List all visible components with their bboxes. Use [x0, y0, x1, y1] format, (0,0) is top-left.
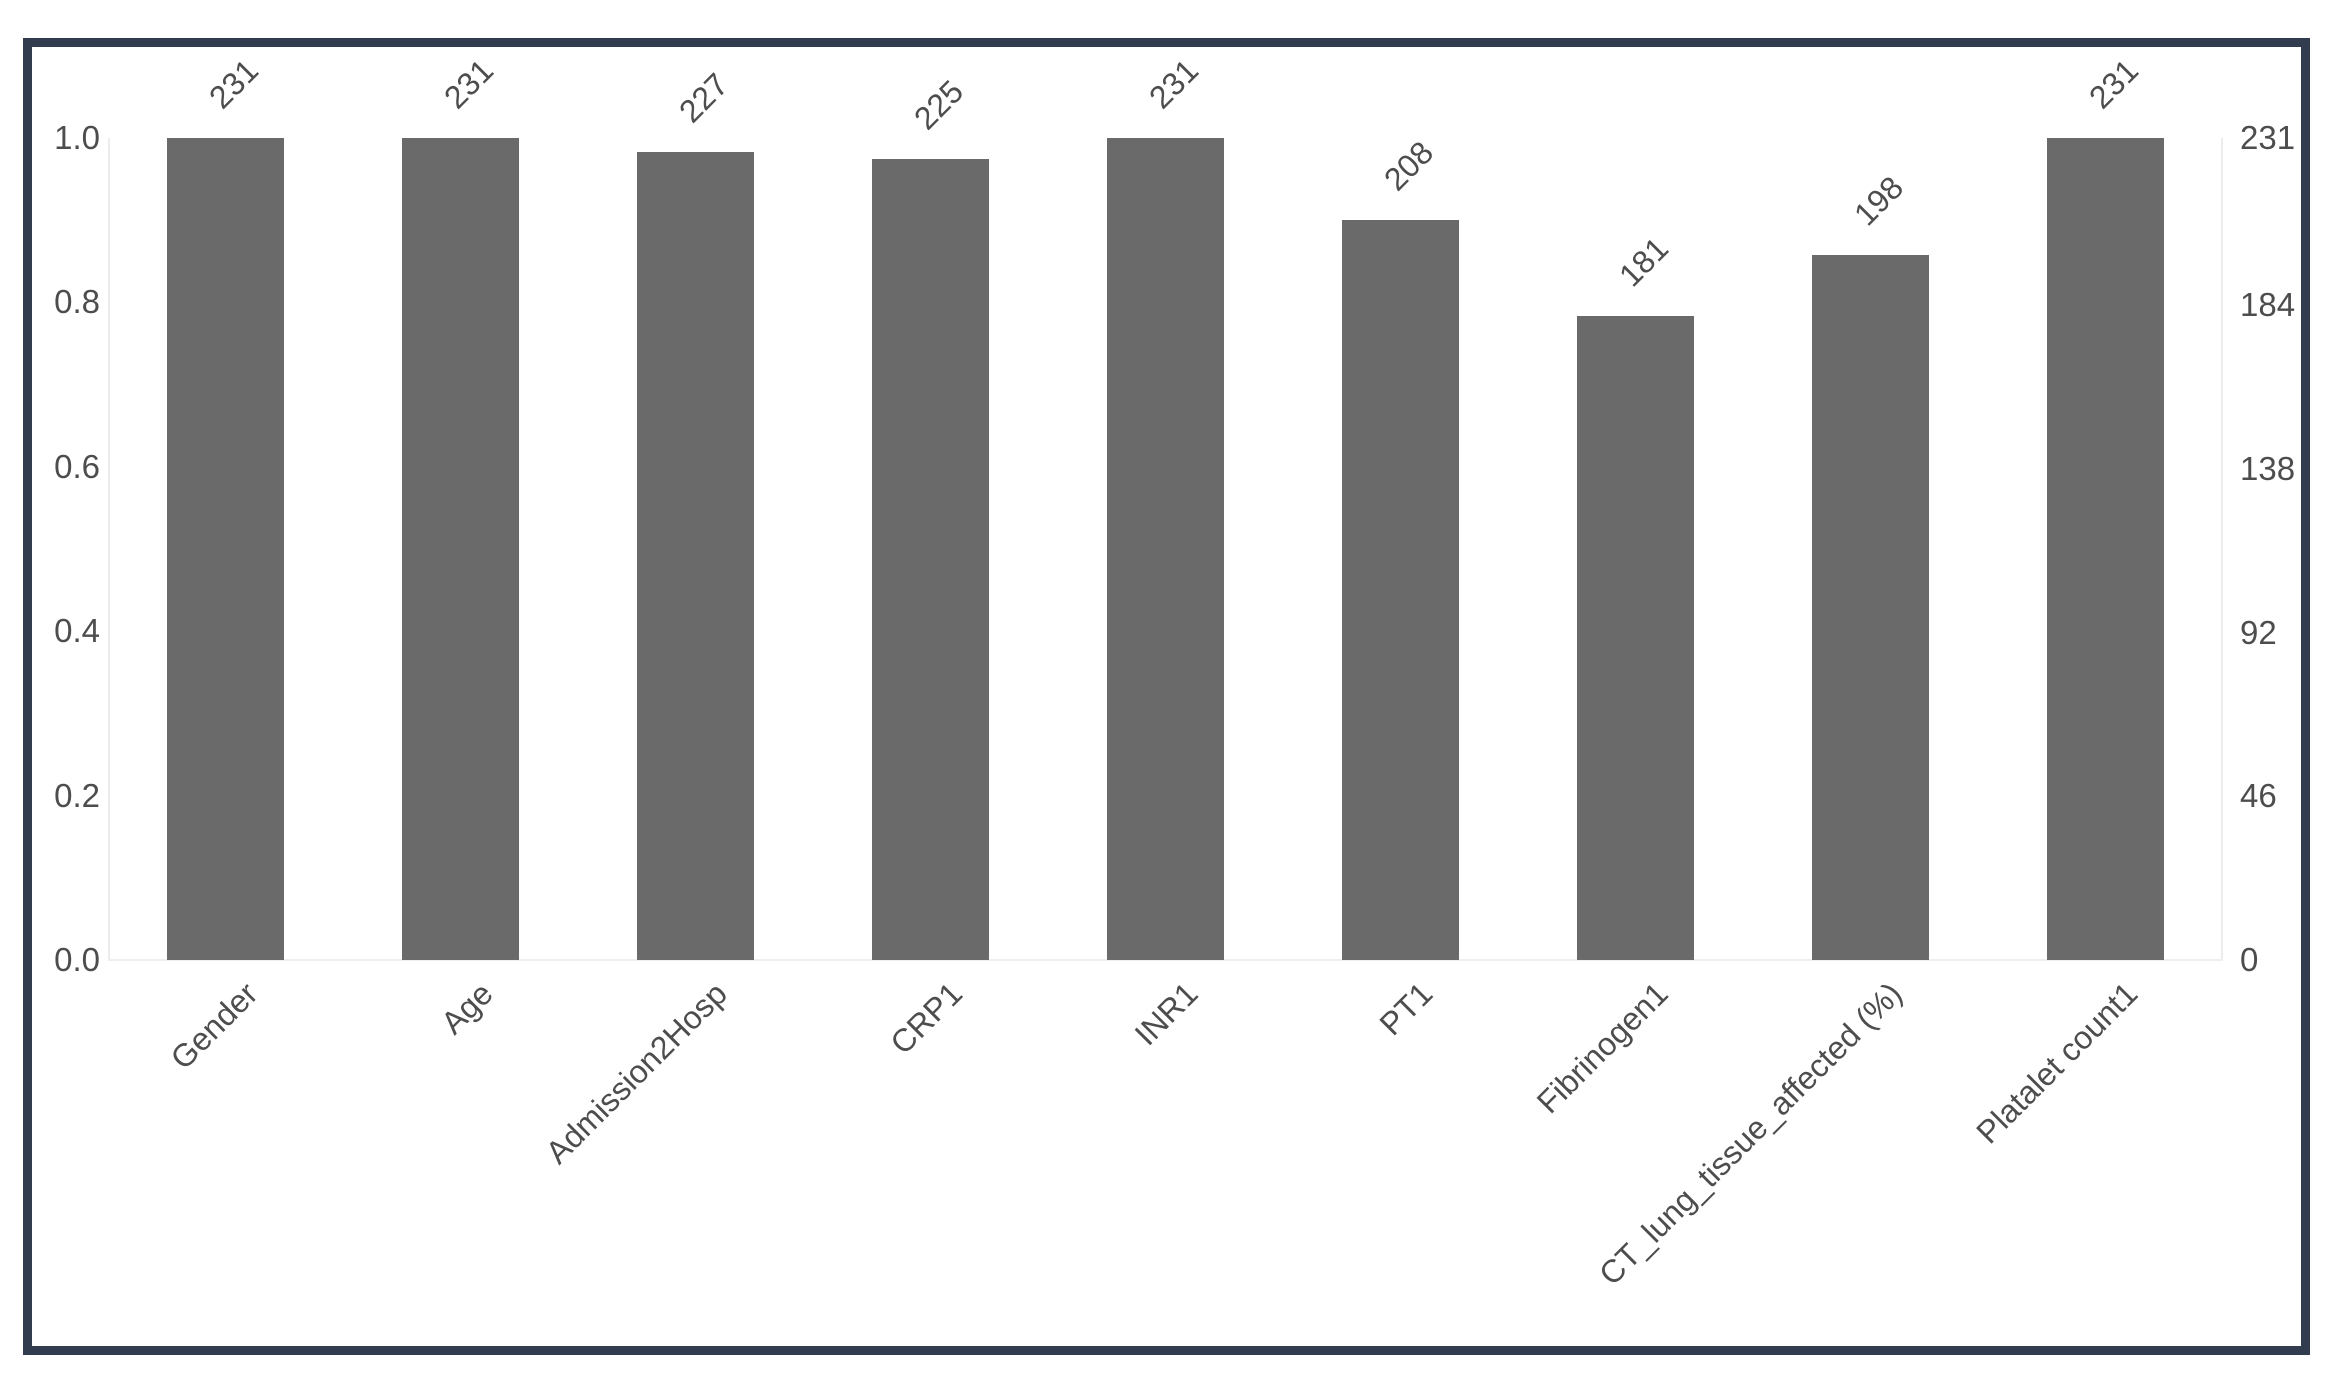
x-tick-label: Admission2Hosp — [539, 975, 735, 1171]
bar — [1811, 255, 1930, 960]
bar-value-label: 227 — [671, 66, 735, 130]
y-right-tick-label: 92 — [2240, 613, 2277, 651]
y-right-tick-label: 231 — [2240, 119, 2296, 156]
bar-value-label: 231 — [436, 52, 500, 116]
x-tick-label: Fibrinogen1 — [1529, 975, 1675, 1121]
bar-value-label: 231 — [1141, 52, 1205, 116]
y-left-tick-label: 1.0 — [54, 119, 100, 156]
bar — [401, 138, 520, 960]
y-left-tick-label: 0.8 — [54, 283, 100, 321]
bar — [1341, 219, 1460, 960]
plot-area: 231 231 227 225 231 208 181 198 231 Gender Age Adm… — [108, 52, 2223, 1292]
x-tick-label: PT1 — [1372, 975, 1440, 1043]
x-axis-baseline — [108, 959, 2223, 961]
x-tick-label: INR1 — [1127, 975, 1205, 1053]
bar — [1576, 315, 1695, 960]
y-right-tick-label: 138 — [2240, 449, 2296, 487]
x-tick-label: Age — [433, 975, 500, 1042]
x-tick-label: CRP1 — [883, 975, 970, 1062]
bar — [1106, 138, 1225, 960]
bar-value-label: 231 — [201, 52, 265, 116]
y-left-tick-label: 0.0 — [54, 941, 100, 978]
x-tick-label: Gender — [163, 975, 265, 1077]
y-left-tick-label: 0.6 — [54, 447, 100, 485]
bar — [871, 159, 990, 960]
y-right-tick-label: 46 — [2240, 777, 2277, 815]
y-right-tick-label: 0 — [2240, 941, 2259, 978]
bar — [636, 152, 755, 960]
y-left-tick-label: 0.4 — [54, 612, 100, 650]
bar-value-label: 208 — [1376, 134, 1440, 198]
left-spine — [108, 138, 110, 960]
y-right-tick-label: 184 — [2240, 286, 2296, 324]
right-spine — [2221, 138, 2223, 960]
bar-value-label: 225 — [906, 73, 970, 137]
bar-value-label: 231 — [2081, 52, 2145, 116]
bar — [2046, 138, 2165, 960]
bar — [166, 138, 285, 960]
figure-frame: 231 231 227 225 231 208 181 198 231 Gender Age Adm… — [23, 38, 2310, 1355]
y-left-tick-label: 0.2 — [54, 776, 100, 814]
bar-value-label: 181 — [1611, 230, 1675, 294]
x-tick-label: Platalet count1 — [1969, 975, 2145, 1151]
bar-value-label: 198 — [1846, 169, 1910, 233]
